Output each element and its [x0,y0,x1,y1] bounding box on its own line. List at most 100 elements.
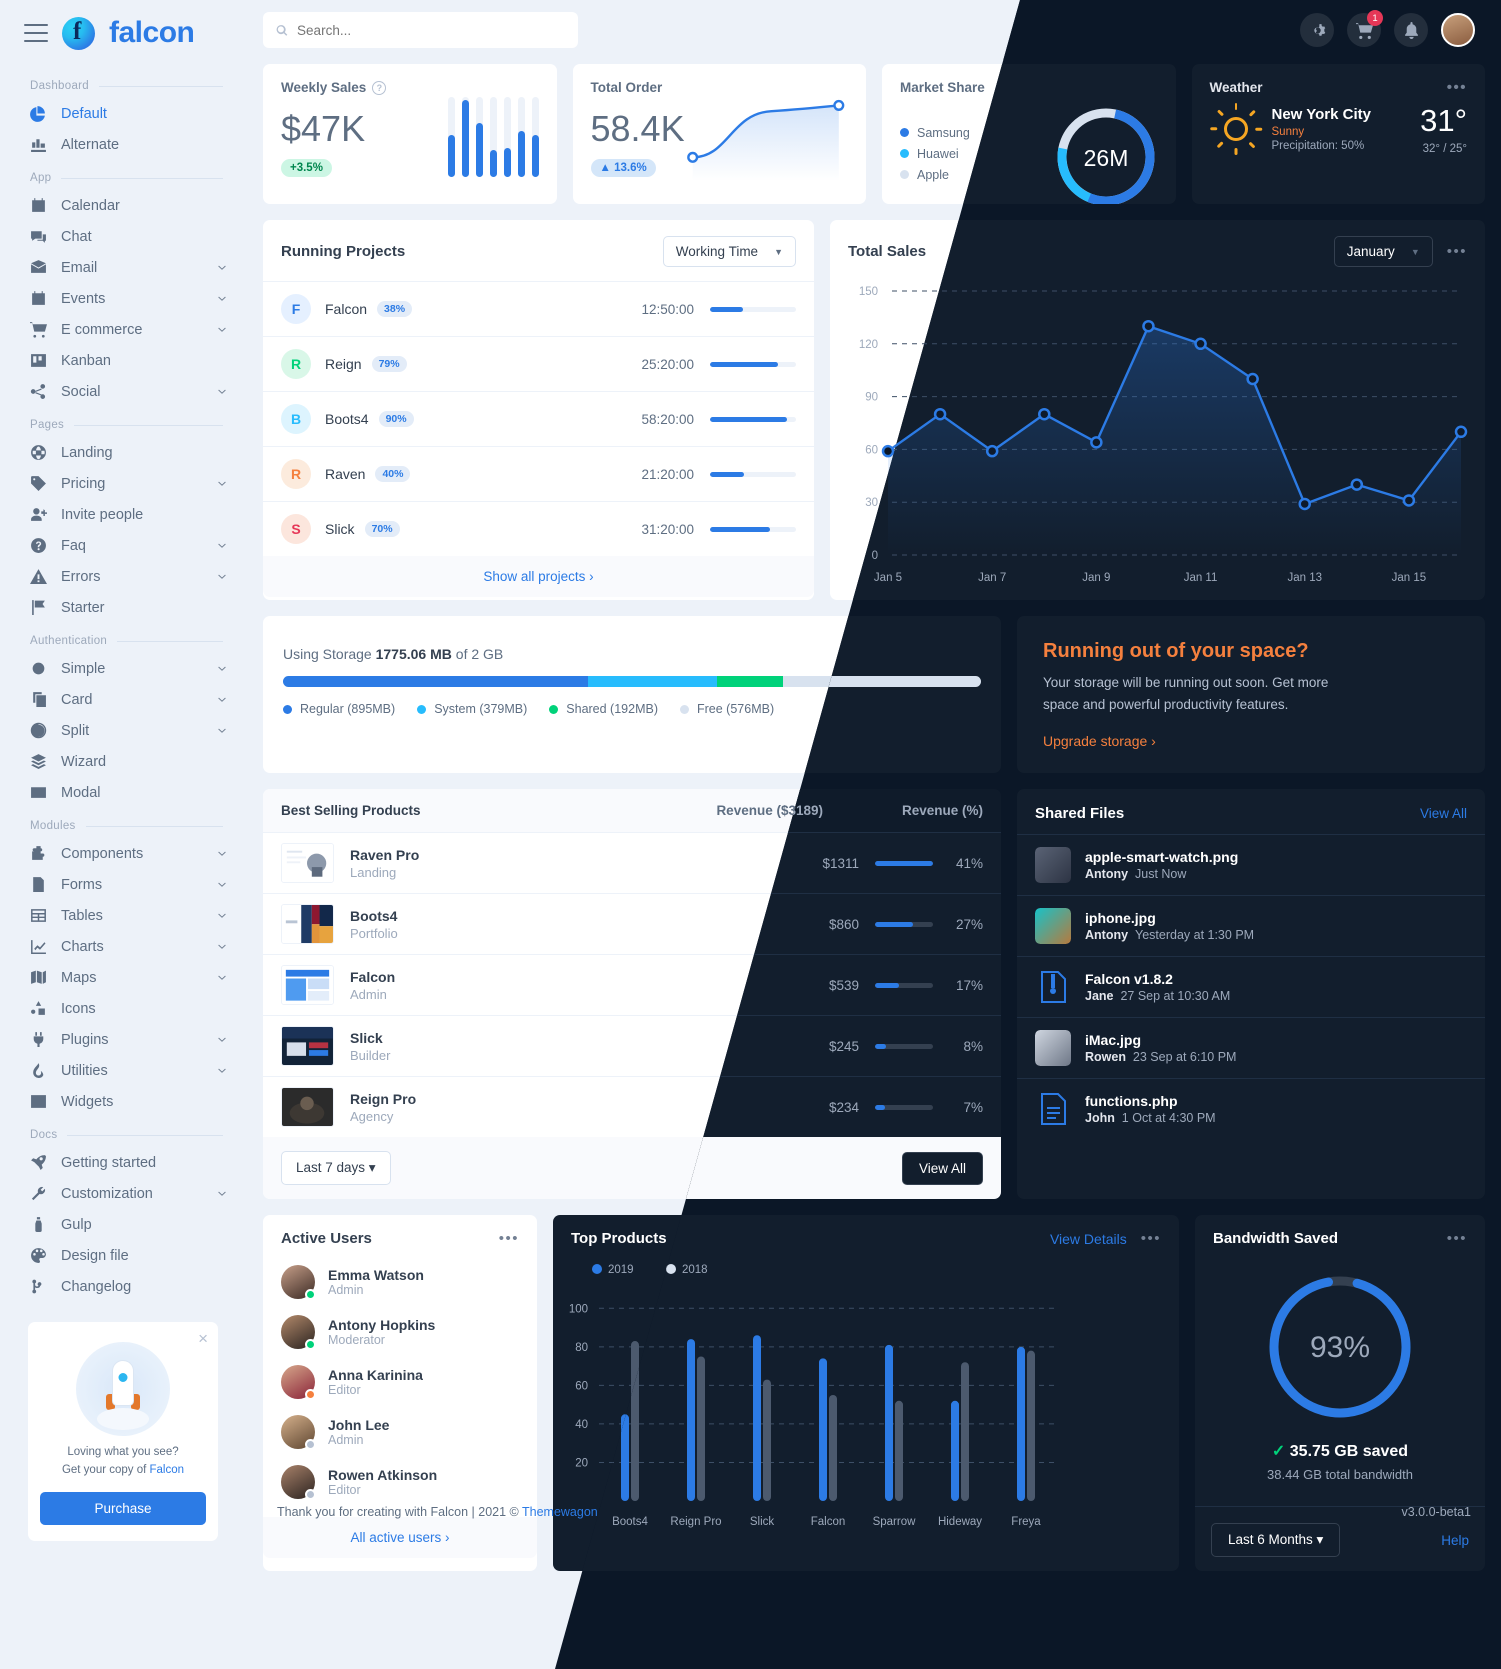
shared-file-row[interactable]: iMac.jpg Rowen 23 Sep at 6:10 PM [1017,1017,1485,1078]
sidebar-item-getting-started[interactable]: Getting started [0,1147,247,1178]
chevron-down-icon[interactable] [217,325,227,335]
shared-files-view-all-link[interactable]: View All [1419,806,1467,822]
sidebar-item-faq[interactable]: Faq [0,530,247,561]
sidebar-item-social[interactable]: Social [0,376,247,407]
chevron-down-icon[interactable] [217,572,227,582]
chevron-down-icon[interactable] [217,294,227,304]
view-details-link[interactable]: View Details [1049,1230,1127,1247]
sidebar-item-calendar[interactable]: Calendar [0,190,247,221]
help-icon[interactable]: ? [372,80,387,95]
sidebar-item-email[interactable]: Email [0,252,247,283]
sidebar-item-icons[interactable]: Icons [0,993,247,1024]
project-row[interactable]: F Falcon 38% 12:50:00 [263,281,814,336]
month-select[interactable]: January ▼ [1333,236,1433,267]
show-all-projects-link[interactable]: Show all projects › [263,556,814,597]
sidebar-item-maps[interactable]: Maps [0,962,247,993]
sidebar-item-simple[interactable]: Simple [0,653,247,684]
sidebar-item-components[interactable]: Components [0,838,247,869]
last-7-days-filter[interactable]: Last 7 days ▾ [281,1151,391,1186]
chevron-down-icon[interactable] [217,541,227,551]
chevron-down-icon[interactable] [217,695,227,705]
shared-file-row[interactable]: apple-smart-watch.png Antony Just Now [1017,834,1485,895]
sidebar-item-customization[interactable]: Customization [0,1178,247,1209]
chevron-down-icon[interactable] [217,1035,227,1045]
weather-options-icon[interactable]: ••• [1446,79,1467,96]
user-avatar[interactable] [1441,13,1475,47]
chevron-down-icon[interactable] [217,973,227,983]
shared-file-row[interactable]: Falcon v1.8.2 Jane 27 Sep at 10:30 AM [1017,956,1485,1017]
sidebar-item-utilities[interactable]: Utilities [0,1055,247,1086]
search-input[interactable] [297,22,565,38]
sidebar-item-starter[interactable]: Starter [0,592,247,623]
sidebar-item-landing[interactable]: Landing [0,437,247,468]
sidebar-item-split[interactable]: Split [0,715,247,746]
themewagon-link[interactable]: Themewagon [522,1505,598,1519]
chevron-down-icon[interactable] [217,911,227,921]
total-sales-options-icon[interactable]: ••• [1446,243,1467,260]
notifications-button[interactable] [1394,13,1428,47]
sidebar-item-pricing[interactable]: Pricing [0,468,247,499]
project-row[interactable]: B Boots4 90% 58:20:00 [263,391,814,446]
sidebar-item-card[interactable]: Card [0,684,247,715]
hamburger-menu-icon[interactable] [24,24,48,42]
purchase-button[interactable]: Purchase [40,1491,206,1525]
last-6-months-filter[interactable]: Last 6 Months ▾ [1211,1523,1341,1558]
sidebar-item-e-commerce[interactable]: E commerce [0,314,247,345]
upgrade-storage-link[interactable]: Upgrade storage › [1043,733,1156,750]
bandwidth-options-icon[interactable]: ••• [1446,1230,1467,1248]
settings-button[interactable] [1300,13,1334,47]
cart-button[interactable]: 1 [1347,10,1383,47]
sidebar-item-tables[interactable]: Tables [0,900,247,931]
project-row[interactable]: R Raven 40% 21:20:00 [263,446,814,501]
project-row[interactable]: S Slick 70% 31:20:00 [263,501,814,556]
sidebar-item-plugins[interactable]: Plugins [0,1024,247,1055]
chevron-down-icon[interactable] [217,726,227,736]
close-icon[interactable]: × [198,1329,208,1348]
chevron-down-icon[interactable] [217,942,227,952]
shared-file-row[interactable]: iphone.jpg Antony Yesterday at 1:30 PM [1017,895,1485,956]
working-time-select[interactable]: Working Time▼ [662,236,796,267]
sidebar-item-chat[interactable]: Chat [0,221,247,252]
top-products-options-icon[interactable]: ••• [1140,1230,1161,1248]
sidebar-item-default[interactable]: Default [0,98,247,129]
help-link[interactable]: Help [1441,1532,1469,1548]
sidebar-item-modal[interactable]: Modal [0,777,247,808]
chevron-down-icon[interactable] [217,1066,227,1076]
sidebar-item-events[interactable]: Events [0,283,247,314]
sidebar-item-charts[interactable]: Charts [0,931,247,962]
product-revenue: $860 [828,916,859,932]
all-active-users-link[interactable]: All active users › [263,1517,537,1559]
sidebar-item-wizard[interactable]: Wizard [0,746,247,777]
project-row[interactable]: R Reign 79% 25:20:00 [263,336,814,391]
sidebar-item-forms[interactable]: Forms [0,869,247,900]
sidebar-item-errors[interactable]: Errors [0,561,247,592]
chevron-down-icon[interactable] [217,387,227,397]
sidebar-item-design-file[interactable]: Design file [0,1240,247,1271]
chevron-down-icon[interactable] [217,664,227,674]
sidebar-item-changelog[interactable]: Changelog [0,1271,247,1302]
chevron-down-icon[interactable] [217,263,227,273]
chevron-down-icon[interactable] [217,479,227,489]
shared-file-row[interactable]: functions.php John 1 Oct at 4:30 PM [1017,1078,1485,1139]
chevron-down-icon[interactable] [217,880,227,890]
sidebar-item-widgets[interactable]: Widgets [0,1086,247,1117]
sidebar-item-kanban[interactable]: Kanban [0,345,247,376]
sidebar-item-invite-people[interactable]: Invite people [0,499,247,530]
sidebar-item-alternate[interactable]: Alternate [0,129,247,160]
chevron-down-icon[interactable] [217,1189,227,1199]
active-users-options-icon[interactable]: ••• [498,1230,519,1248]
products-view-all-button[interactable]: View All [901,1151,983,1185]
search-box[interactable] [263,12,578,48]
chevron-down-icon[interactable] [217,849,227,859]
sidebar-item-gulp[interactable]: Gulp [0,1209,247,1240]
